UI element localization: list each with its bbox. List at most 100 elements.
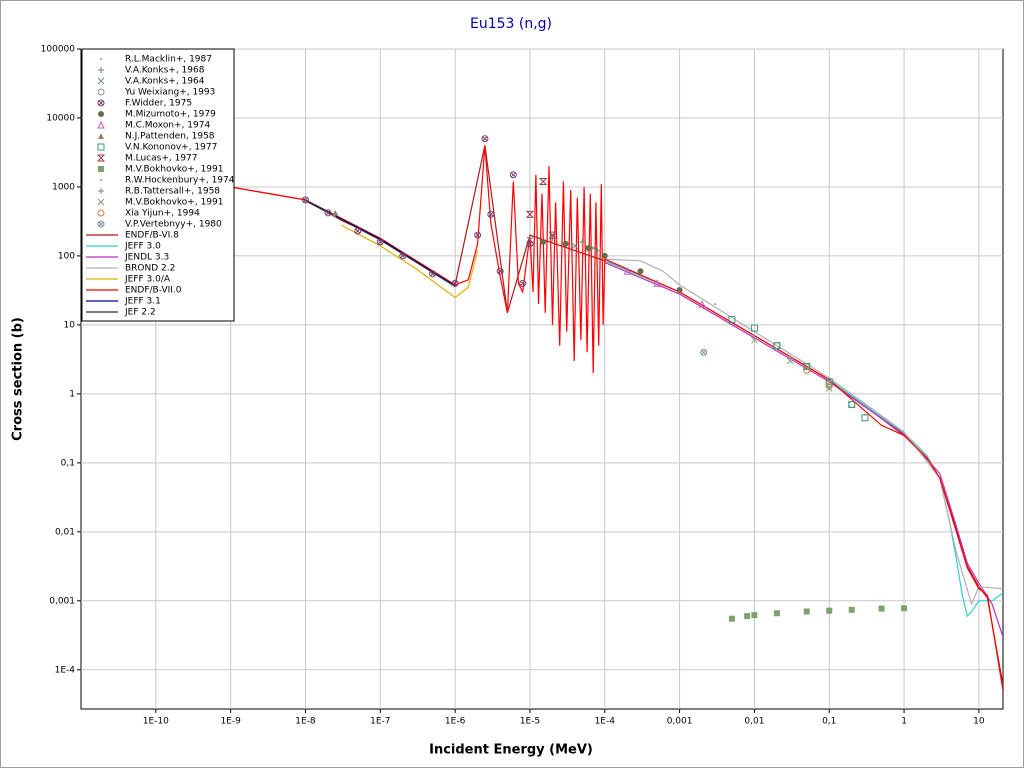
data-point [751, 336, 758, 344]
y-tick-label: 1 [69, 389, 75, 399]
legend-box [81, 48, 235, 322]
data-point [676, 287, 683, 294]
legend-marker [98, 133, 104, 139]
x-tick-label: 1E-8 [295, 717, 316, 727]
legend-marker [98, 188, 104, 194]
data-point [803, 608, 810, 615]
y-tick-label: 10000 [46, 113, 75, 123]
data-point [878, 605, 885, 612]
legend-marker [98, 67, 104, 73]
plot [155, 135, 1003, 691]
data-point [698, 300, 706, 308]
legend-label: R.L.Macklin+, 1987 [125, 55, 212, 65]
legend-label: V.P.Vertebnyy+, 1980 [125, 220, 222, 230]
legend-label: V.A.Konks+, 1964 [125, 77, 205, 87]
data-point [728, 615, 735, 622]
data-point [773, 610, 780, 617]
data-point [861, 414, 869, 422]
data-point [786, 357, 794, 365]
data-point [803, 362, 811, 370]
legend-label: Xia Yijun+, 1994 [125, 209, 200, 219]
data-point [487, 210, 495, 218]
x-tick-label: 1E-5 [520, 717, 540, 727]
legend-label: V.N.Kononov+, 1977 [125, 143, 217, 153]
data-point [551, 239, 554, 242]
curve [155, 145, 1003, 691]
curve [604, 258, 1003, 606]
legend-label: N.J.Pattenden, 1958 [125, 132, 215, 142]
legend-label: R.B.Tattersall+, 1958 [125, 187, 220, 197]
legend-label: JEFF 3.1 [124, 297, 161, 307]
grid [81, 48, 1003, 709]
legend-marker [97, 209, 105, 217]
y-tick-label: 0,01 [55, 527, 75, 537]
legend-marker [97, 220, 105, 228]
legend-marker [97, 198, 105, 206]
legend-marker [97, 143, 105, 151]
data-point [825, 382, 833, 390]
y-tick-label: 100000 [41, 45, 76, 55]
data-point [789, 355, 792, 358]
data-point [601, 252, 608, 259]
legend-label: M.Lucas+, 1977 [125, 154, 198, 164]
legend-label: F.Widder, 1975 [125, 99, 192, 109]
data-point [750, 324, 758, 332]
legend-label: ENDF/B-VI.8 [125, 231, 179, 241]
data-point [376, 238, 384, 246]
data-point [571, 242, 579, 250]
data-point [901, 605, 908, 612]
data-point [803, 366, 811, 374]
y-tick-label: 1E-4 [55, 665, 76, 675]
legend-label: BROND 2.2 [125, 264, 175, 274]
data-point [562, 240, 569, 247]
legend-label: M.V.Bokhovko+, 1991 [125, 165, 223, 175]
legend-marker [97, 120, 105, 129]
data-point [753, 334, 756, 337]
data-point [526, 240, 534, 248]
y-tick-label: 1000 [52, 182, 75, 192]
legend-marker [100, 179, 102, 181]
data-point [623, 267, 632, 275]
data-point [825, 378, 833, 386]
legend-marker [100, 58, 102, 60]
curve [604, 262, 1003, 638]
data-point [826, 607, 833, 614]
x-tick-label: 1E-10 [143, 717, 169, 727]
data-point [496, 267, 504, 275]
data-point [589, 244, 597, 252]
curve [340, 224, 479, 299]
data-point [700, 348, 708, 356]
legend-marker [98, 111, 104, 117]
ticks: 1E-10 1E-9 1E-8 1E-7 1E-6 1E-5 1E-4 0,001 0,01 0,… [41, 45, 985, 727]
data-point [332, 211, 339, 218]
x-tick-label: 0,001 [667, 717, 693, 727]
data-point [429, 270, 437, 278]
data-point [540, 238, 547, 245]
legend-label: M.C.Moxon+, 1974 [125, 121, 210, 131]
data-point [548, 231, 557, 239]
data-point [637, 268, 644, 275]
y-tick-label: 0,001 [49, 596, 75, 606]
legend-label: M.V.Bokhovko+, 1991 [125, 198, 223, 208]
data-point [528, 235, 531, 238]
data-point [751, 612, 758, 619]
legend-marker [97, 99, 105, 107]
data-point [653, 279, 661, 287]
legend-label: JEFF 3.0/A [124, 275, 171, 285]
data-point [451, 279, 459, 287]
legend-marker [96, 154, 106, 162]
data-point [581, 242, 584, 245]
legend-marker [97, 88, 105, 96]
data-point [714, 303, 717, 306]
plot-area [80, 48, 1004, 710]
x-tick-label: 10 [973, 717, 985, 727]
x-tick-label: 1E-9 [220, 717, 241, 727]
data-point [474, 231, 482, 239]
legend-marker [98, 166, 104, 172]
legend-label: JEFF 3.0 [124, 242, 161, 252]
legend-label: JENDL 3.3 [124, 253, 169, 263]
data-point [848, 401, 856, 409]
data-point [509, 171, 517, 179]
